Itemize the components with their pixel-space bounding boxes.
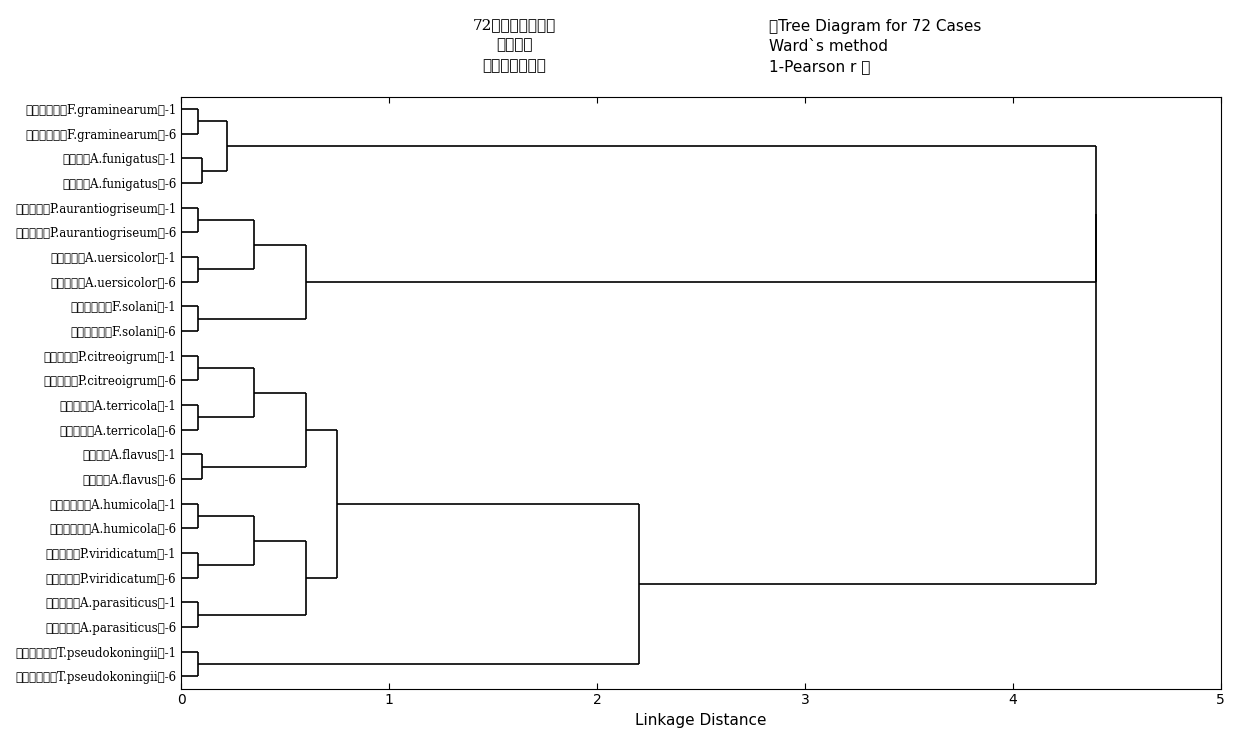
- Text: 欧式距离: 欧式距离: [496, 39, 533, 53]
- Text: Ward`s method: Ward`s method: [769, 39, 888, 53]
- Text: 皮尔森相关系数: 皮尔森相关系数: [482, 59, 547, 73]
- Text: 1-Pearson r ）: 1-Pearson r ）: [769, 59, 870, 74]
- Text: 72个样本的树状图: 72个样本的树状图: [472, 19, 557, 33]
- X-axis label: Linkage Distance: Linkage Distance: [635, 713, 766, 728]
- Text: （Tree Diagram for 72 Cases: （Tree Diagram for 72 Cases: [769, 19, 981, 33]
